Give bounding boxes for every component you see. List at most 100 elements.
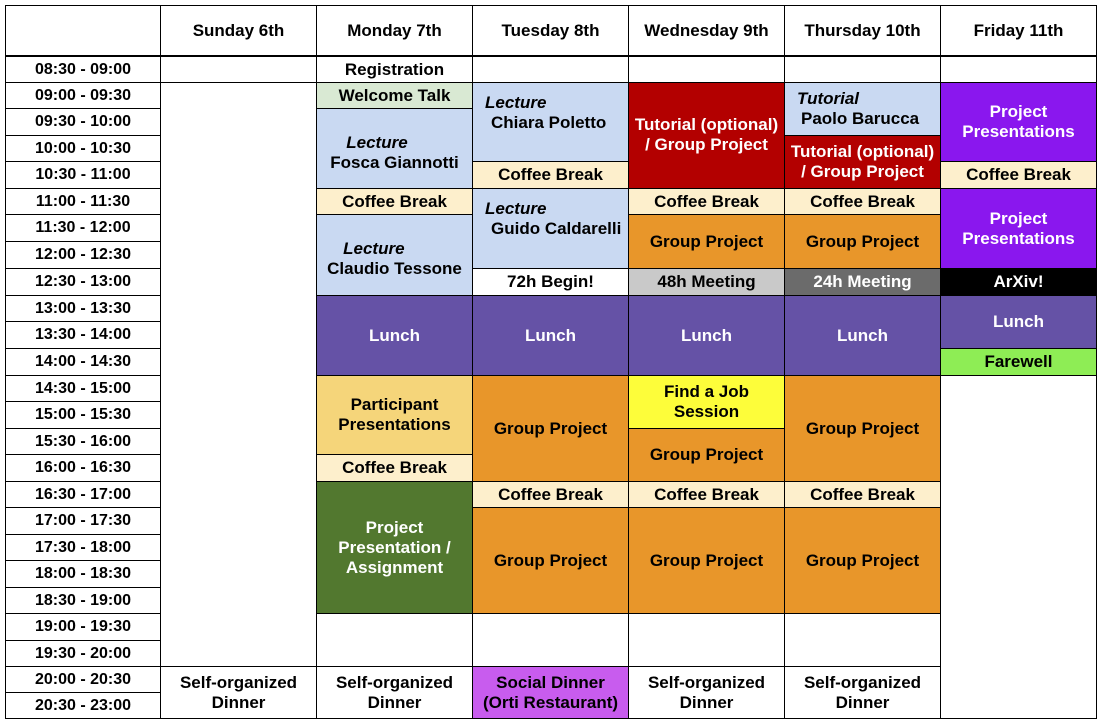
event-mon-15 — [316, 613, 473, 667]
cell-text: Coffee Break — [966, 165, 1071, 184]
time-slot: 09:30 - 10:00 — [5, 108, 161, 136]
day-header-thu: Thursday 10th — [784, 5, 941, 56]
event-fri-45: Project Presentations — [940, 82, 1097, 162]
event-content: Group Project — [494, 419, 607, 439]
time-slot: 08:30 - 09:00 — [5, 56, 161, 83]
time-slot: 15:30 - 16:00 — [5, 428, 161, 455]
event-tue-18: Lecture Guido Caldarelli — [472, 188, 629, 269]
cell-text: 09:30 - 10:00 — [34, 113, 132, 130]
cell-text: 20:00 - 20:30 — [34, 670, 132, 688]
event-speaker: Guido Caldarelli — [491, 219, 622, 238]
event-content: Project Presentation / Assignment — [338, 518, 450, 578]
cell-text: 12:00 - 12:30 — [34, 246, 132, 263]
event-content: Self-organized Dinner — [648, 673, 765, 713]
cell-text: Coffee Break — [342, 458, 447, 477]
cell-text: Group Project — [649, 231, 764, 251]
event-wed-30: Find a Job Session — [628, 375, 785, 429]
cell-text: Coffee Break — [654, 484, 759, 504]
event-thu-56: Self-organized Dinner — [784, 666, 941, 719]
event-wed-33: Group Project — [628, 507, 785, 614]
cell-text: 10:30 - 11:00 — [35, 166, 131, 183]
cell-text: Tutorial (optional) / Group Project — [790, 142, 935, 181]
time-slot: 19:30 - 20:00 — [5, 640, 161, 667]
event-speaker: Paolo Barucca — [801, 109, 920, 128]
cell-text: 16:00 - 16:30 — [34, 459, 132, 476]
event-thu-39: 24h Meeting — [784, 268, 941, 296]
cell-text: 15:00 - 15:30 — [34, 406, 132, 423]
event-wed-31: Group Project — [628, 428, 785, 482]
event-content: Lecture Claudio Tessone — [327, 231, 462, 279]
time-slot: 19:00 - 19:30 — [5, 613, 161, 641]
time-slot: 14:00 - 14:30 — [5, 348, 161, 376]
cell-text: Coffee Break — [654, 191, 759, 211]
cell-text: 10:00 - 10:30 — [34, 139, 132, 157]
event-wed-32: Coffee Break — [628, 481, 785, 508]
event-wed-26: Coffee Break — [628, 188, 785, 215]
event-wed-27: Group Project — [628, 214, 785, 269]
event-fri-47: Project Presentations — [940, 188, 1097, 269]
event-thu-44 — [784, 613, 941, 667]
cell-text: Find a Job Session — [664, 382, 749, 421]
event-content: Coffee Break — [810, 485, 915, 505]
event-wed-29: Lunch — [628, 295, 785, 376]
cell-text: 12:30 - 13:00 — [34, 273, 132, 290]
event-content: Self-organized Dinner — [180, 673, 297, 713]
event-content: Coffee Break — [498, 165, 603, 185]
cell-text: 13:00 - 13:30 — [34, 299, 132, 317]
cell-text: Coffee Break — [498, 165, 603, 184]
event-mon-14: Project Presentation / Assignment — [316, 481, 473, 614]
time-slot: 17:30 - 18:00 — [5, 534, 161, 561]
event-type-label: Tutorial — [797, 89, 860, 108]
event-wed-55: Self-organized Dinner — [628, 666, 785, 719]
time-slot: 15:00 - 15:30 — [5, 401, 161, 429]
cell-text: Welcome Talk — [338, 85, 451, 105]
event-content: Project Presentations — [962, 102, 1074, 142]
event-thu-40: Lunch — [784, 295, 941, 376]
event-speaker: Chiara Poletto — [491, 113, 607, 132]
cell-text: 48h Meeting — [657, 272, 756, 291]
event-content: Lunch — [525, 326, 576, 346]
event-speaker: Fosca Giannotti — [330, 152, 459, 172]
event-speaker: Claudio Tessone — [327, 259, 462, 278]
time-slot: 16:00 - 16:30 — [5, 454, 161, 482]
cell-text: Project Presentations — [962, 102, 1075, 141]
event-content: Coffee Break — [498, 485, 603, 505]
day-header-wed: Wednesday 9th — [628, 5, 785, 56]
cell-text: Group Project — [805, 418, 920, 438]
event-content: Coffee Break — [654, 485, 759, 505]
event-thu-43: Group Project — [784, 507, 941, 614]
event-content: Coffee Break — [654, 192, 759, 212]
cell-text: Social Dinner (Orti Restaurant) — [482, 672, 619, 712]
event-type-label: Lecture — [485, 199, 547, 218]
cell-text: 17:00 - 17:30 — [34, 512, 132, 529]
corner-cell — [5, 5, 161, 56]
event-type-label: Lecture — [485, 93, 547, 112]
cell-text: Lunch — [993, 312, 1044, 331]
cell-text: Tuesday 8th — [501, 20, 600, 40]
event-content: Coffee Break — [810, 192, 915, 212]
event-content: Coffee Break — [966, 165, 1071, 185]
cell-text: Group Project — [649, 445, 764, 464]
time-slot: 17:00 - 17:30 — [5, 507, 161, 535]
cell-text: 11:00 - 11:30 — [35, 192, 131, 210]
cell-text: 20:30 - 23:00 — [34, 696, 132, 714]
cell-text: Self-organized Dinner — [803, 672, 922, 712]
time-slot: 11:30 - 12:00 — [5, 214, 161, 242]
cell-text: 19:30 - 20:00 — [34, 644, 132, 662]
event-mon-0: Registration — [316, 56, 473, 83]
event-content: 72h Begin! — [507, 272, 594, 292]
cell-text: Coffee Break — [342, 191, 447, 211]
cell-text: Sunday 6th — [192, 20, 285, 40]
cell-text: 24h Meeting — [813, 272, 912, 291]
event-content: Lunch — [681, 326, 732, 346]
event-content: Tutorial (optional) / Group Project — [791, 142, 934, 182]
event-content: Lecture Chiara Poletto — [485, 93, 606, 133]
event-content: Group Project — [806, 232, 919, 252]
cell-text: 09:00 - 09:30 — [34, 86, 132, 104]
cell-text: 15:30 - 16:00 — [34, 432, 132, 450]
event-type-label: Lecture — [346, 132, 408, 152]
event-mon-7: Welcome Talk — [316, 82, 473, 109]
time-slot: 13:30 - 14:00 — [5, 321, 161, 349]
cell-text: 13:30 - 14:00 — [34, 326, 132, 343]
event-content: Lecture Guido Caldarelli — [485, 199, 621, 239]
